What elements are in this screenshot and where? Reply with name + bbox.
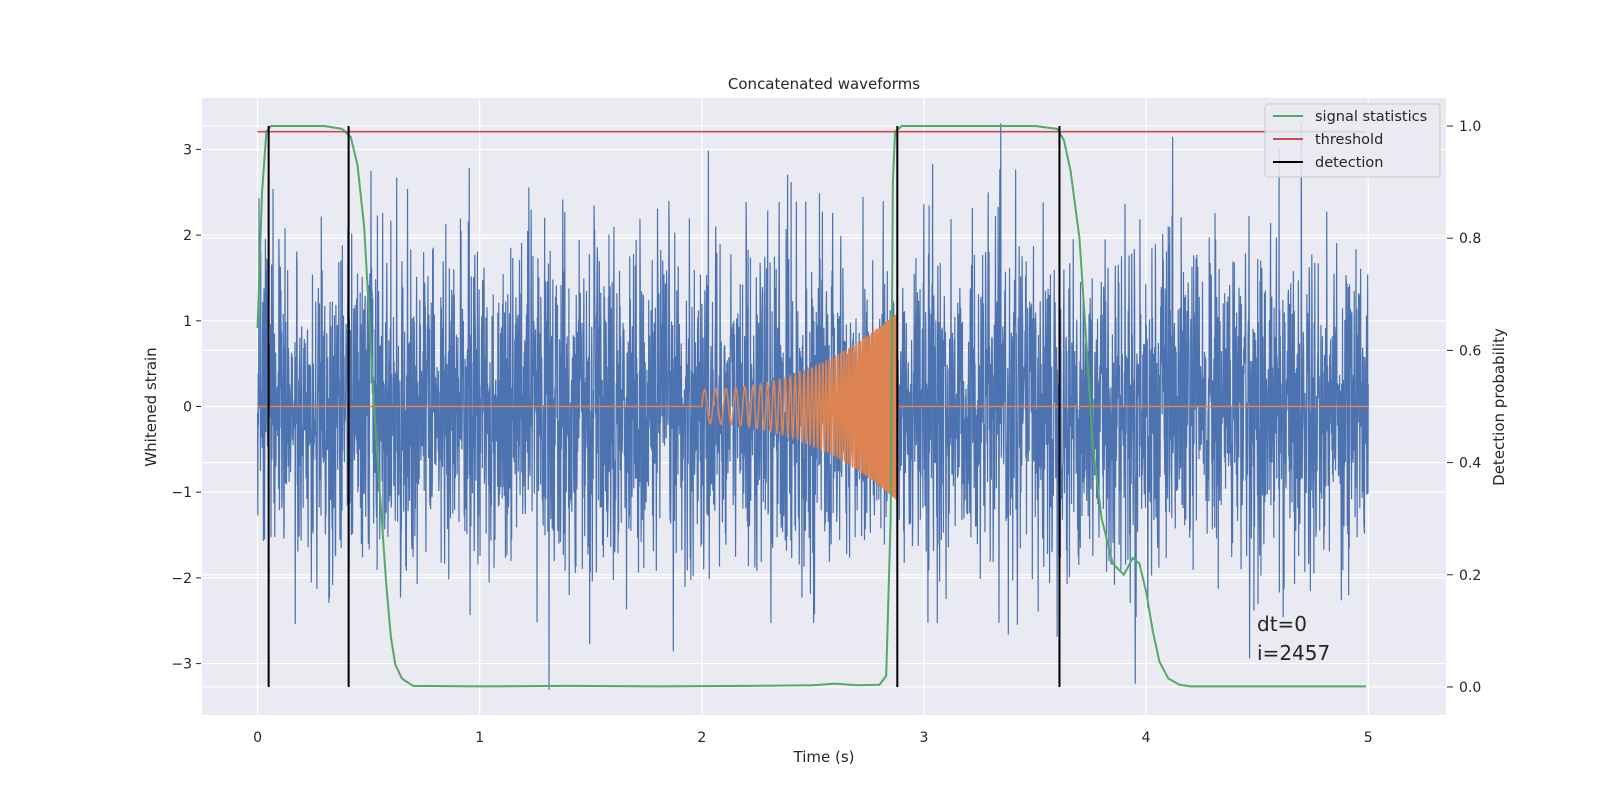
annotation-dt: dt=0	[1257, 612, 1307, 636]
x-axis-label: Time (s)	[793, 748, 855, 766]
left-tick-label: 1	[183, 314, 192, 330]
x-tick-label: 0	[253, 730, 262, 746]
right-tick-label: 0.4	[1459, 456, 1481, 472]
left-tick-label: −2	[171, 571, 192, 587]
left-tick-label: −1	[171, 485, 192, 501]
right-tick-label: 0.8	[1459, 231, 1481, 247]
left-tick-label: −3	[171, 657, 192, 673]
x-tick-label: 5	[1364, 730, 1373, 746]
data-layer	[256, 123, 1369, 690]
series-template-chirp	[257, 312, 1369, 501]
x-tick-label: 2	[697, 730, 706, 746]
x-axis-ticks: 0 1 2 3 4 5	[253, 730, 1373, 746]
left-tick-label: 0	[183, 400, 192, 416]
legend-label-signal-statistics: signal statistics	[1315, 109, 1427, 125]
annotation-i: i=2457	[1257, 641, 1330, 665]
y-axis-label-left: Whitened strain	[142, 347, 160, 466]
y-axis-label-right: Detection probability	[1490, 328, 1508, 486]
right-axis-ticks: 0.0 0.2 0.4 0.6 0.8 1.0	[1447, 119, 1481, 696]
right-tick-label: 0.0	[1459, 680, 1481, 696]
x-tick-label: 3	[920, 730, 929, 746]
left-tick-label: 2	[183, 228, 192, 244]
chart-title: Concatenated waveforms	[728, 75, 920, 93]
legend-box	[1264, 103, 1441, 178]
legend-label-threshold: threshold	[1315, 132, 1383, 148]
legend-label-detection: detection	[1315, 155, 1383, 171]
right-tick-label: 0.6	[1459, 343, 1481, 359]
right-tick-label: 0.2	[1459, 568, 1481, 584]
left-axis-ticks: −3 −2 −1 0 1 2 3	[171, 142, 201, 673]
x-tick-label: 1	[475, 730, 484, 746]
right-tick-label: 1.0	[1459, 119, 1481, 135]
left-tick-label: 3	[183, 142, 192, 158]
x-tick-label: 4	[1142, 730, 1151, 746]
legend: signal statistics threshold detection	[1264, 103, 1441, 178]
